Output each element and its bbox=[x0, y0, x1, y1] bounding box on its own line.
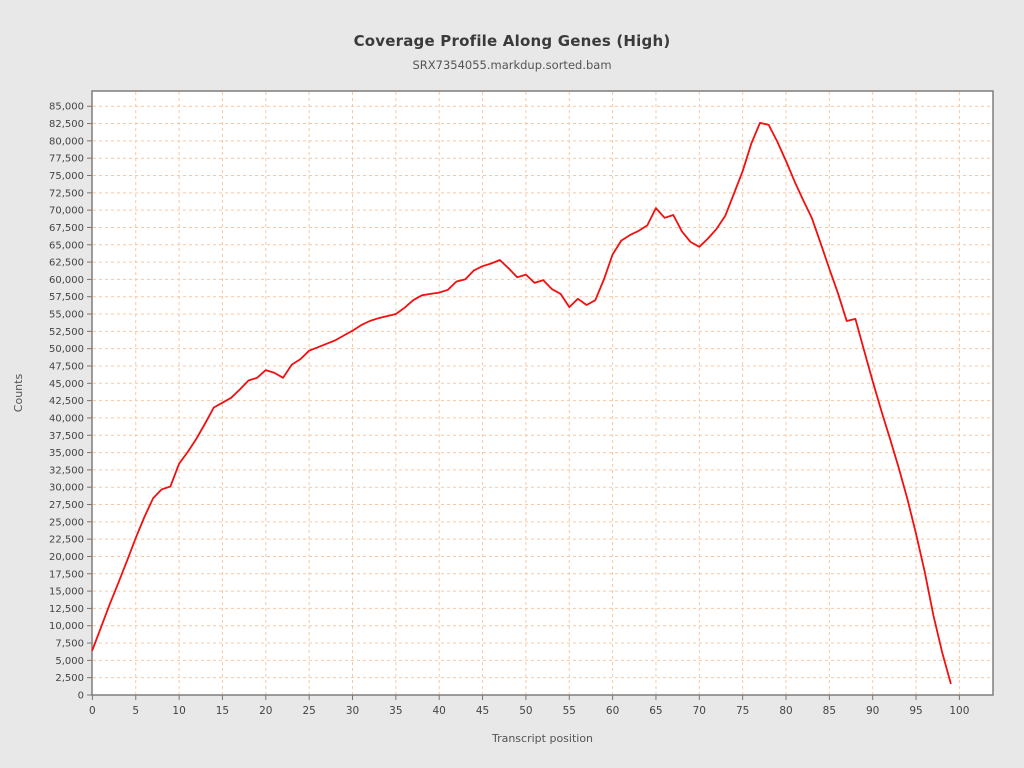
y-tick-label: 30,000 bbox=[49, 483, 84, 494]
y-tick-label: 0 bbox=[78, 691, 84, 702]
y-tick-label: 80,000 bbox=[49, 136, 84, 147]
y-tick-label: 72,500 bbox=[49, 188, 84, 199]
x-tick-label: 55 bbox=[563, 705, 576, 717]
plot-area bbox=[91, 90, 994, 696]
y-tick-label: 60,000 bbox=[49, 275, 84, 286]
y-tick-label: 70,000 bbox=[49, 206, 84, 217]
x-tick-label: 5 bbox=[132, 705, 139, 717]
y-tick-label: 42,500 bbox=[49, 396, 84, 407]
y-tick-label: 7,500 bbox=[55, 639, 84, 650]
x-tick-label: 100 bbox=[949, 705, 969, 717]
y-tick-label: 47,500 bbox=[49, 361, 84, 372]
y-tick-label: 2,500 bbox=[55, 673, 84, 684]
y-tick-label: 37,500 bbox=[49, 431, 84, 442]
y-tick-label: 55,000 bbox=[49, 310, 84, 321]
x-tick-label: 10 bbox=[172, 705, 185, 717]
x-tick-label: 50 bbox=[519, 705, 532, 717]
y-tick-label: 50,000 bbox=[49, 344, 84, 355]
x-tick-label: 45 bbox=[476, 705, 489, 717]
line-chart-canvas: 0 2,500 5,000 7,500 10,000 12,500 15,000 17,500… bbox=[12, 90, 994, 745]
y-tick-label: 12,500 bbox=[49, 604, 84, 615]
x-tick-label: 90 bbox=[866, 705, 879, 717]
x-tick-label: 80 bbox=[779, 705, 792, 717]
x-tick-label: 95 bbox=[909, 705, 922, 717]
x-tick-label: 70 bbox=[693, 705, 706, 717]
x-tick-label: 35 bbox=[389, 705, 402, 717]
y-tick-label: 20,000 bbox=[49, 552, 84, 563]
y-tick-label: 32,500 bbox=[49, 465, 84, 476]
y-tick-label: 35,000 bbox=[49, 448, 84, 459]
y-tick-label: 82,500 bbox=[49, 119, 84, 130]
y-tick-label: 75,000 bbox=[49, 171, 84, 182]
y-tick-label: 85,000 bbox=[49, 102, 84, 113]
x-tick-label: 65 bbox=[649, 705, 662, 717]
y-tick-label: 27,500 bbox=[49, 500, 84, 511]
y-tick-label: 40,000 bbox=[49, 413, 84, 424]
y-tick-label: 17,500 bbox=[49, 569, 84, 580]
y-tick-label: 5,000 bbox=[55, 656, 84, 667]
x-tick-label: 40 bbox=[433, 705, 446, 717]
x-tick-label: 25 bbox=[302, 705, 315, 717]
y-tick-label: 57,500 bbox=[49, 292, 84, 303]
x-tick-label: 60 bbox=[606, 705, 619, 717]
y-tick-label: 65,000 bbox=[49, 240, 84, 251]
y-tick-label: 45,000 bbox=[49, 379, 84, 390]
y-tick-label: 22,500 bbox=[49, 535, 84, 546]
y-tick-label: 25,000 bbox=[49, 517, 84, 528]
x-tick-label: 75 bbox=[736, 705, 749, 717]
chart-title: Coverage Profile Along Genes (High) bbox=[353, 32, 671, 50]
x-tick-label: 30 bbox=[346, 705, 359, 717]
chart-subtitle: SRX7354055.markdup.sorted.bam bbox=[412, 58, 612, 72]
x-tick-label: 20 bbox=[259, 705, 272, 717]
y-tick-label: 52,500 bbox=[49, 327, 84, 338]
coverage-line-series bbox=[91, 122, 952, 685]
x-tick-label: 0 bbox=[89, 705, 96, 717]
x-tick-label: 15 bbox=[216, 705, 229, 717]
y-tick-label: 77,500 bbox=[49, 154, 84, 165]
y-tick-label: 62,500 bbox=[49, 258, 84, 269]
y-tick-label: 67,500 bbox=[49, 223, 84, 234]
x-axis-title: Transcript position bbox=[491, 732, 593, 745]
y-axis-title: Counts bbox=[12, 374, 25, 413]
y-tick-label: 15,000 bbox=[49, 587, 84, 598]
y-tick-label: 10,000 bbox=[49, 621, 84, 632]
x-tick-label: 85 bbox=[823, 705, 836, 717]
